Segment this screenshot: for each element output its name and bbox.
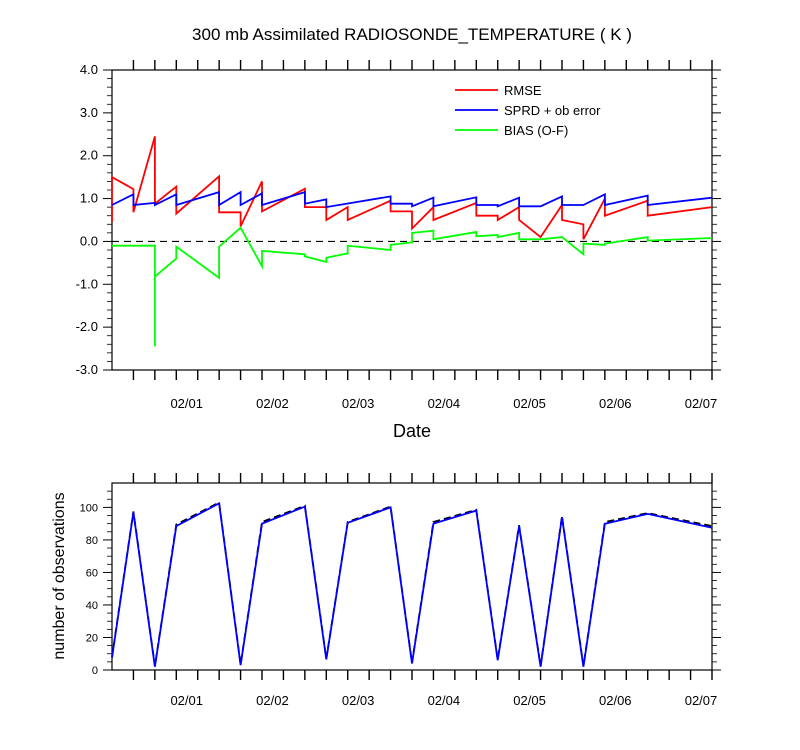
y-tick-label: 1.0: [80, 191, 98, 206]
obs-series-line-2: [111, 501, 713, 667]
legend-label: BIAS (O-F): [504, 123, 568, 138]
series-line-1: [111, 136, 713, 240]
series-line-2: [111, 190, 713, 209]
x-tick-label: 02/07: [685, 693, 718, 708]
obs-series-line-1: [111, 501, 713, 667]
series-line-3: [112, 226, 713, 347]
x-tick-label: 02/06: [599, 396, 632, 411]
x-tick-label: 02/01: [170, 693, 203, 708]
top-plot: 300 mb Assimilated RADIOSONDE_TEMPERATUR…: [76, 25, 721, 441]
y-tick-label: -2.0: [76, 319, 98, 334]
y-tick-label: 2.0: [80, 148, 98, 163]
x-tick-label: 02/04: [428, 693, 461, 708]
chart-title: 300 mb Assimilated RADIOSONDE_TEMPERATUR…: [192, 25, 632, 44]
legend-label: RMSE: [504, 83, 542, 98]
y-tick-label: 20: [86, 632, 98, 644]
y-tick-label: 60: [86, 567, 98, 579]
x-tick-label: 02/05: [513, 693, 546, 708]
y-tick-label: 3.0: [80, 105, 98, 120]
x-tick-label: 02/03: [342, 693, 375, 708]
bottom-plot: 0 20 40 60 80 100 02/01 02/02 02/03 02/04 02/05 02/…: [51, 473, 721, 708]
y-tick-label: -1.0: [76, 276, 98, 291]
x-tick-label: 02/06: [599, 693, 632, 708]
y-tick-label: 0: [92, 665, 98, 677]
legend: RMSE SPRD + ob error BIAS (O-F): [455, 83, 601, 138]
x-axis-label: Date: [393, 421, 431, 441]
y-tick-label: 0.0: [80, 233, 98, 248]
x-tick-label: 02/03: [342, 396, 375, 411]
x-tick-label: 02/02: [256, 396, 289, 411]
x-tick-label: 02/02: [256, 693, 289, 708]
y-tick-label: 100: [80, 502, 98, 514]
x-tick-label: 02/05: [513, 396, 546, 411]
x-tick-label: 02/01: [170, 396, 203, 411]
y-tick-label: -3.0: [76, 362, 98, 377]
y-tick-label: 80: [86, 535, 98, 547]
x-tick-label: 02/04: [428, 396, 461, 411]
y-tick-label: 40: [86, 600, 98, 612]
y-axis-label: number of observations: [51, 492, 68, 659]
x-tick-label: 02/07: [685, 396, 718, 411]
y-tick-label: 4.0: [80, 62, 98, 77]
legend-label: SPRD + ob error: [504, 103, 601, 118]
